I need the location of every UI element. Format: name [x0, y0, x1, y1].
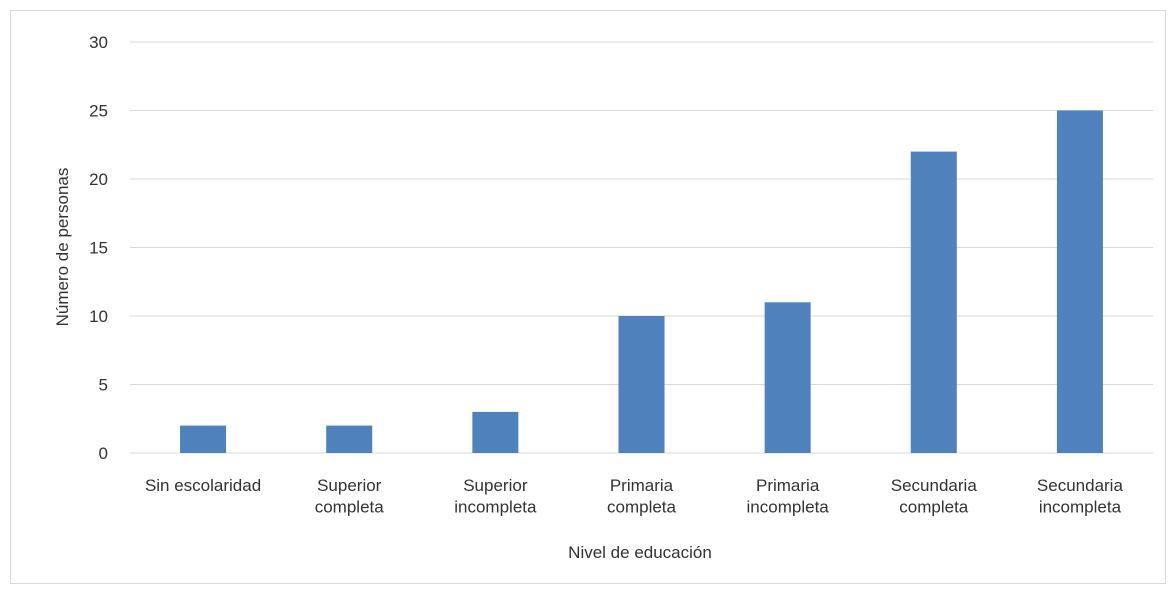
bar: [618, 316, 665, 453]
y-tick-label: 20: [89, 170, 108, 189]
x-tick-label: Sin escolaridad: [145, 476, 261, 495]
bar: [764, 302, 811, 453]
y-tick-label: 0: [99, 444, 108, 463]
bar: [910, 151, 957, 453]
x-axis-title: Nivel de educación: [568, 543, 712, 562]
y-tick-label: 25: [89, 102, 108, 121]
x-tick-label: Secundaria incompleta: [1037, 476, 1124, 516]
y-tick-label: 15: [89, 239, 108, 258]
x-tick-label: Secundaria completa: [891, 476, 978, 516]
x-tick-label: Primaria completa: [607, 476, 677, 516]
y-tick-label: 30: [89, 33, 108, 52]
x-tick-label: Primaria incompleta: [747, 476, 830, 516]
x-tick-label: Superior completa: [315, 476, 385, 516]
bar: [180, 425, 227, 453]
bar: [1056, 110, 1103, 453]
y-tick-label: 10: [89, 307, 108, 326]
bar: [326, 425, 373, 453]
y-axis-title: Número de personas: [53, 168, 72, 327]
x-tick-label: Superior incompleta: [454, 476, 537, 516]
y-tick-label: 5: [99, 376, 108, 395]
bar: [472, 411, 519, 453]
chart-border: [10, 10, 1166, 584]
